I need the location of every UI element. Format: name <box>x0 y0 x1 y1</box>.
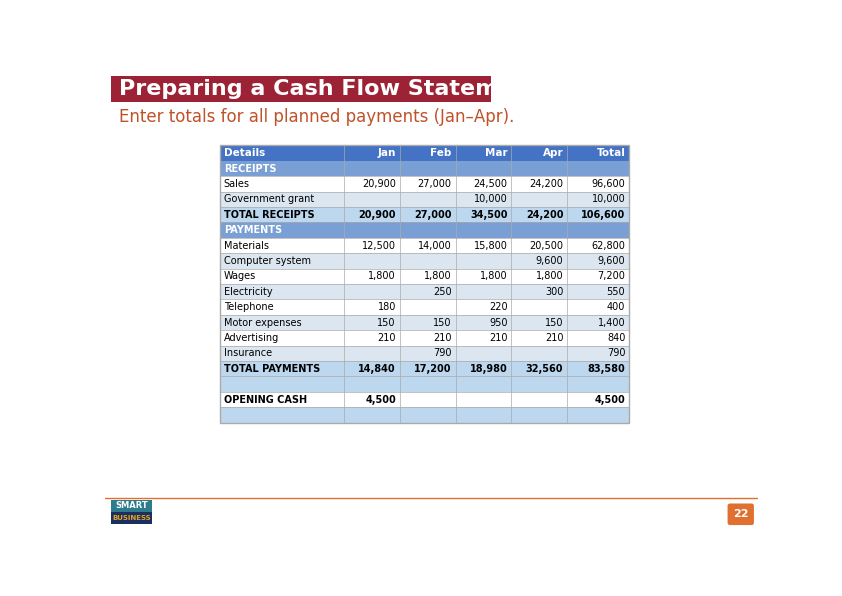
Text: 20,500: 20,500 <box>530 241 563 250</box>
Text: 14,000: 14,000 <box>418 241 451 250</box>
Text: 27,000: 27,000 <box>418 179 451 189</box>
Text: 24,200: 24,200 <box>525 210 563 220</box>
Text: Enter totals for all planned payments (Jan–Apr).: Enter totals for all planned payments (J… <box>120 108 514 126</box>
Text: 7,200: 7,200 <box>598 271 626 281</box>
Text: 24,500: 24,500 <box>473 179 508 189</box>
Bar <box>111 499 152 512</box>
Text: 150: 150 <box>377 318 396 328</box>
Text: 17,200: 17,200 <box>414 364 451 374</box>
Text: 790: 790 <box>607 348 626 358</box>
Text: 4,500: 4,500 <box>365 395 396 405</box>
Bar <box>220 253 629 269</box>
Bar <box>220 192 629 207</box>
Text: 220: 220 <box>489 302 508 312</box>
Bar <box>220 145 629 423</box>
Bar <box>111 76 491 103</box>
Text: 1,400: 1,400 <box>598 318 626 328</box>
FancyBboxPatch shape <box>727 504 754 525</box>
Text: Mar: Mar <box>485 148 508 158</box>
Bar <box>220 392 629 407</box>
Bar <box>111 512 152 524</box>
Text: Jan: Jan <box>377 148 396 158</box>
Text: 1,800: 1,800 <box>368 271 396 281</box>
Text: PAYMENTS: PAYMENTS <box>224 225 282 235</box>
Text: SMART: SMART <box>115 501 148 510</box>
Text: OPENING CASH: OPENING CASH <box>224 395 307 405</box>
Text: 1,800: 1,800 <box>536 271 563 281</box>
Text: 32,560: 32,560 <box>525 364 563 374</box>
Bar <box>220 176 629 192</box>
Bar <box>220 315 629 330</box>
Text: 10,000: 10,000 <box>474 194 508 204</box>
Text: 400: 400 <box>607 302 626 312</box>
Text: Insurance: Insurance <box>224 348 272 358</box>
Bar <box>220 222 629 238</box>
Text: 210: 210 <box>489 333 508 343</box>
Text: 150: 150 <box>545 318 563 328</box>
Text: 20,900: 20,900 <box>359 210 396 220</box>
Bar <box>220 330 629 346</box>
Text: 790: 790 <box>433 348 451 358</box>
Bar <box>220 284 629 299</box>
Text: 210: 210 <box>433 333 451 343</box>
Text: 4,500: 4,500 <box>594 395 626 405</box>
Text: 12,500: 12,500 <box>362 241 396 250</box>
Text: TOTAL RECEIPTS: TOTAL RECEIPTS <box>224 210 314 220</box>
Text: 210: 210 <box>377 333 396 343</box>
Bar <box>220 361 629 377</box>
Text: 9,600: 9,600 <box>536 256 563 266</box>
Text: Government grant: Government grant <box>224 194 314 204</box>
Text: Telephone: Telephone <box>224 302 274 312</box>
Text: 83,580: 83,580 <box>588 364 626 374</box>
Text: Details: Details <box>224 148 265 158</box>
Bar <box>220 145 629 161</box>
Text: Apr: Apr <box>542 148 563 158</box>
Text: 24,200: 24,200 <box>530 179 563 189</box>
Text: Motor expenses: Motor expenses <box>224 318 301 328</box>
Text: Feb: Feb <box>430 148 451 158</box>
Bar <box>220 238 629 253</box>
Text: Sales: Sales <box>224 179 250 189</box>
Bar <box>220 377 629 392</box>
Bar <box>220 161 629 176</box>
Text: 14,840: 14,840 <box>358 364 396 374</box>
Text: 840: 840 <box>607 333 626 343</box>
Text: 18,980: 18,980 <box>470 364 508 374</box>
Text: 15,800: 15,800 <box>473 241 508 250</box>
Text: 96,600: 96,600 <box>592 179 626 189</box>
Bar <box>220 299 629 315</box>
Text: Total: Total <box>596 148 626 158</box>
Text: 250: 250 <box>433 287 451 297</box>
Text: 1,800: 1,800 <box>424 271 451 281</box>
Text: 9,600: 9,600 <box>598 256 626 266</box>
Bar <box>220 269 629 284</box>
Text: Advertising: Advertising <box>224 333 279 343</box>
Text: Wages: Wages <box>224 271 256 281</box>
Bar <box>220 407 629 423</box>
Text: 10,000: 10,000 <box>592 194 626 204</box>
Bar <box>220 346 629 361</box>
Text: 62,800: 62,800 <box>591 241 626 250</box>
Text: 150: 150 <box>433 318 451 328</box>
Text: TOTAL PAYMENTS: TOTAL PAYMENTS <box>224 364 320 374</box>
Text: Computer system: Computer system <box>224 256 311 266</box>
Text: 1,800: 1,800 <box>480 271 508 281</box>
Text: 950: 950 <box>489 318 508 328</box>
Text: 180: 180 <box>377 302 396 312</box>
Text: Electricity: Electricity <box>224 287 273 297</box>
Text: 34,500: 34,500 <box>470 210 508 220</box>
Text: 210: 210 <box>545 333 563 343</box>
Text: 22: 22 <box>733 509 749 519</box>
Text: Materials: Materials <box>224 241 269 250</box>
Text: RECEIPTS: RECEIPTS <box>224 163 276 173</box>
Text: 27,000: 27,000 <box>414 210 451 220</box>
Text: 20,900: 20,900 <box>362 179 396 189</box>
Text: 300: 300 <box>545 287 563 297</box>
Text: BUSINESS: BUSINESS <box>112 515 151 521</box>
Text: 106,600: 106,600 <box>581 210 626 220</box>
Text: Preparing a Cash Flow Statement: Preparing a Cash Flow Statement <box>120 79 541 99</box>
Bar <box>220 207 629 222</box>
Text: 550: 550 <box>606 287 626 297</box>
